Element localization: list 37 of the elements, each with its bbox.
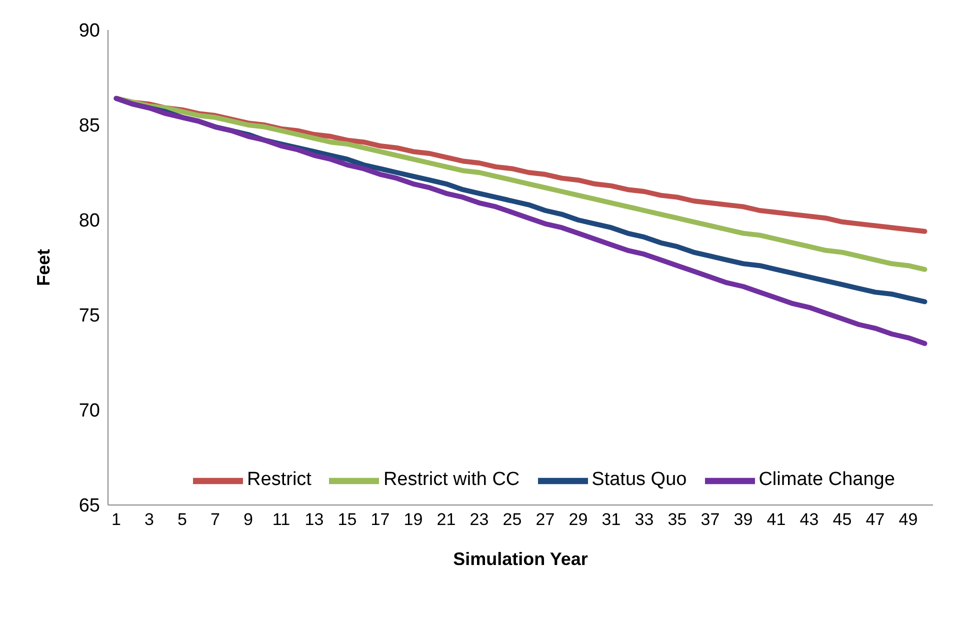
x-tick-label: 29 — [568, 510, 588, 530]
x-axis-title: Simulation Year — [453, 549, 588, 569]
x-tick-label: 17 — [370, 510, 390, 530]
x-tick-label: 3 — [144, 510, 154, 530]
x-tick-label: 37 — [700, 510, 720, 530]
x-tick-label: 45 — [832, 510, 852, 530]
x-tick-label: 9 — [244, 510, 253, 530]
x-tick-label: 47 — [866, 510, 885, 530]
y-tick-label: 70 — [78, 400, 100, 422]
y-tick-label: 75 — [78, 306, 100, 327]
x-tick-label: 43 — [800, 510, 819, 530]
x-tick-label: 27 — [536, 510, 555, 530]
x-tick-label: 15 — [338, 510, 357, 530]
y-axis-title: Feet — [33, 248, 54, 286]
legend-label: Climate Change — [758, 469, 895, 490]
x-tick-label: 5 — [178, 510, 187, 530]
legend-label: Restrict — [247, 469, 312, 490]
x-tick-label: 13 — [304, 510, 324, 530]
y-tick-label: 80 — [78, 210, 100, 232]
x-tick-label: 1 — [112, 510, 121, 530]
x-tick-label: 49 — [898, 510, 918, 530]
x-tick-label: 39 — [734, 510, 753, 530]
y-tick-label: 85 — [78, 116, 100, 137]
x-tick-label: 35 — [668, 510, 687, 530]
x-tick-label: 11 — [272, 510, 290, 530]
x-tick-label: 19 — [404, 510, 423, 530]
x-tick-label: 25 — [502, 510, 522, 530]
x-tick-label: 21 — [436, 510, 456, 530]
x-tick-label: 33 — [634, 510, 654, 530]
legend-label: Restrict with CC — [383, 469, 520, 490]
y-tick-label: 90 — [78, 20, 100, 42]
x-tick-label: 31 — [602, 510, 621, 530]
legend-label: Status Quo — [592, 469, 687, 490]
x-tick-label: 23 — [470, 510, 489, 530]
x-tick-label: 7 — [210, 510, 220, 530]
x-tick-label: 41 — [766, 510, 786, 530]
y-tick-label: 65 — [78, 496, 100, 517]
